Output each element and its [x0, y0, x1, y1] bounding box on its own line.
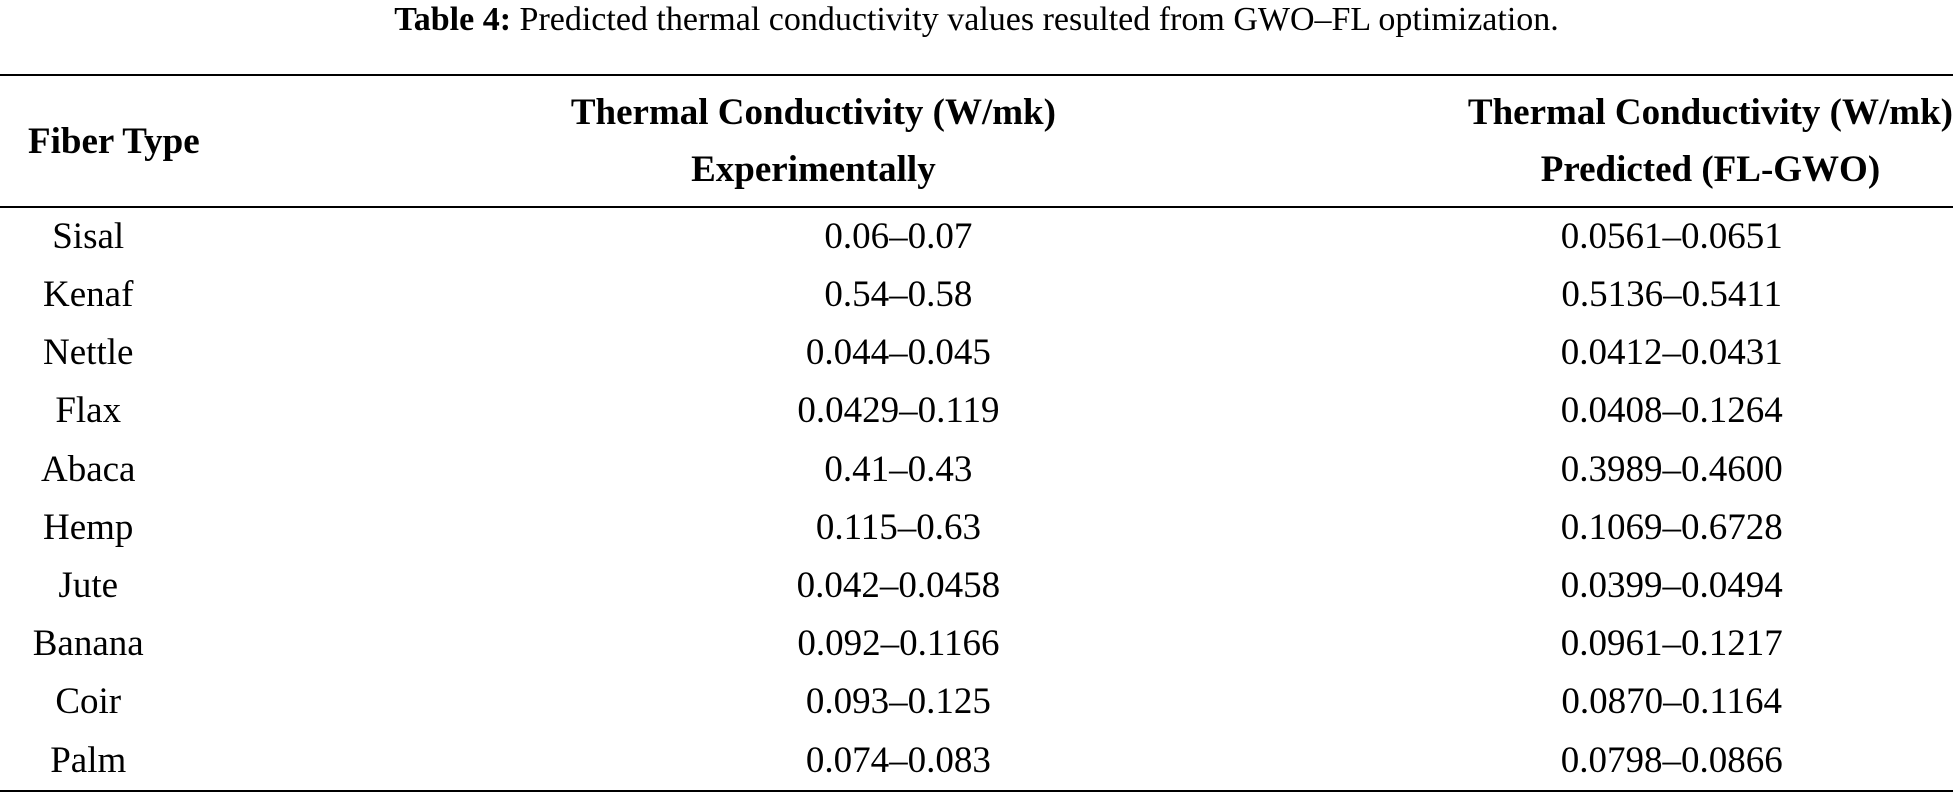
experimental-value-cell: 0.044–0.045 — [805, 332, 991, 374]
table-row: Sisal 0.06–0.07 0.0561–0.0651 — [0, 207, 1953, 266]
table-row: Flax 0.0429–0.119 0.0408–0.1264 — [0, 382, 1953, 440]
predicted-value-cell: 0.0561–0.0651 — [1560, 216, 1783, 257]
header-row: Fiber Type Thermal Conductivity (W/mk) E… — [0, 75, 1953, 207]
predicted-value-cell: 0.0798–0.0866 — [1560, 739, 1783, 781]
fiber-type-cell: Kenaf — [43, 274, 134, 316]
predicted-value-cell: 0.0408–0.1264 — [1560, 390, 1783, 432]
experimental-value-cell: 0.092–0.1166 — [797, 623, 1000, 665]
table-row: Abaca 0.41–0.43 0.3989–0.4600 — [0, 441, 1953, 499]
predicted-value-cell: 0.3989–0.4600 — [1560, 448, 1783, 490]
fiber-type-cell: Hemp — [43, 506, 134, 548]
table-row: Jute 0.042–0.0458 0.0399–0.0494 — [0, 557, 1953, 615]
fiber-type-cell: Coir — [55, 681, 122, 723]
experimental-value-cell: 0.41–0.43 — [824, 448, 973, 490]
header-experimental-line1: Thermal Conductivity (W/mk) — [570, 92, 1056, 133]
table-row: Banana 0.092–0.1166 0.0961–0.1217 — [0, 615, 1953, 673]
fiber-type-cell: Abaca — [40, 448, 136, 490]
fiber-type-cell: Nettle — [43, 332, 134, 374]
experimental-value-cell: 0.093–0.125 — [805, 681, 991, 723]
predicted-value-cell: 0.0870–0.1164 — [1561, 681, 1782, 723]
header-predicted-line2: Predicted (FL-GWO) — [1540, 149, 1881, 190]
header-predicted-line1: Thermal Conductivity (W/mk) — [1467, 92, 1953, 133]
table-row: Palm 0.074–0.083 0.0798–0.0866 — [0, 732, 1953, 791]
table-row: Coir 0.093–0.125 0.0870–0.1164 — [0, 673, 1953, 731]
experimental-value-cell: 0.042–0.0458 — [796, 565, 1001, 607]
predicted-value-cell: 0.1069–0.6728 — [1560, 506, 1783, 548]
fiber-type-cell: Jute — [58, 565, 119, 607]
experimental-value-cell: 0.115–0.63 — [815, 506, 981, 548]
header-predicted-block: Thermal Conductivity (W/mk) Predicted (F… — [1468, 84, 1953, 198]
header-predicted: Thermal Conductivity (W/mk) Predicted (F… — [1300, 75, 1953, 207]
experimental-value-cell: 0.0429–0.119 — [797, 390, 1000, 432]
fiber-type-cell: Palm — [50, 739, 127, 781]
caption-text: Predicted thermal conductivity values re… — [519, 1, 1559, 38]
experimental-value-cell: 0.074–0.083 — [805, 739, 991, 781]
thermal-conductivity-table: Fiber Type Thermal Conductivity (W/mk) E… — [0, 74, 1953, 792]
predicted-value-cell: 0.0412–0.0431 — [1560, 332, 1783, 374]
table-row: Hemp 0.115–0.63 0.1069–0.6728 — [0, 499, 1953, 557]
experimental-value-cell: 0.54–0.58 — [824, 274, 973, 316]
predicted-value-cell: 0.0399–0.0494 — [1560, 565, 1783, 607]
table-body: Sisal 0.06–0.07 0.0561–0.0651 Kenaf 0.54–0.5… — [0, 207, 1953, 791]
header-experimental-line2: Experimentally — [691, 149, 936, 190]
table-caption: Table 4: Predicted thermal conductivity … — [0, 0, 1953, 40]
header-fiber-type: Fiber Type — [28, 120, 200, 162]
fiber-type-cell: Flax — [55, 390, 122, 432]
predicted-value-cell: 0.5136–0.5411 — [1561, 274, 1782, 316]
table-row: Kenaf 0.54–0.58 0.5136–0.5411 — [0, 266, 1953, 324]
caption-label: Table 4: — [394, 1, 512, 38]
table-header: Fiber Type Thermal Conductivity (W/mk) E… — [0, 75, 1953, 207]
fiber-type-cell: Banana — [32, 623, 144, 665]
fiber-type-cell: Sisal — [52, 216, 125, 257]
table-row: Nettle 0.044–0.045 0.0412–0.0431 — [0, 324, 1953, 382]
predicted-value-cell: 0.0961–0.1217 — [1560, 623, 1783, 665]
experimental-value-cell: 0.06–0.07 — [824, 216, 973, 257]
header-experimental: Thermal Conductivity (W/mk) Experimental… — [326, 75, 1300, 207]
